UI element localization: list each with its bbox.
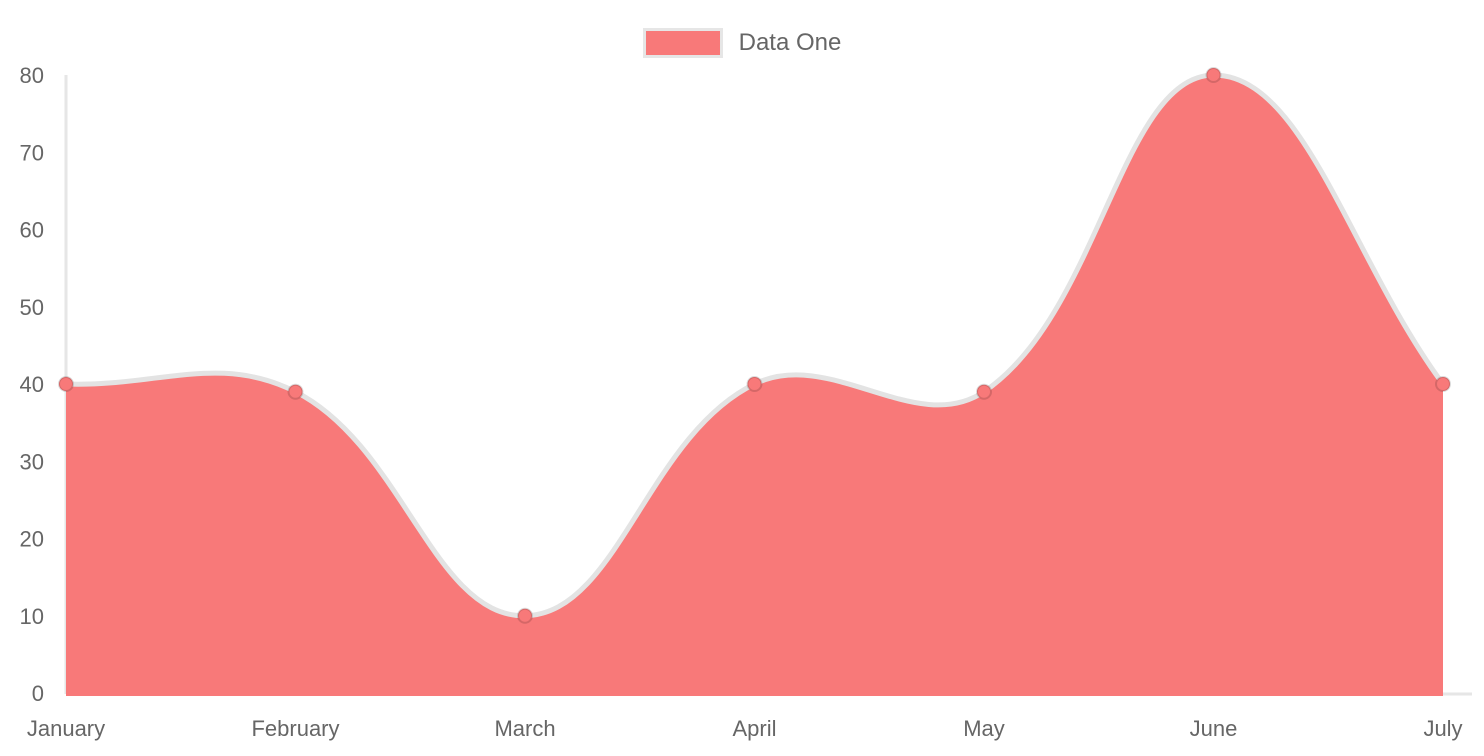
y-tick-label: 10 <box>20 604 44 629</box>
data-point-june[interactable] <box>1205 67 1222 83</box>
x-tick-label: March <box>494 716 555 741</box>
legend: Data One <box>0 28 1484 58</box>
data-point-july[interactable] <box>1435 376 1451 392</box>
legend-label: Data One <box>738 29 842 56</box>
x-tick-label: January <box>27 716 105 741</box>
y-tick-label: 0 <box>32 681 44 706</box>
y-tick-label: 60 <box>20 218 44 243</box>
x-tick-label: July <box>1423 716 1462 741</box>
data-point-march[interactable] <box>517 607 533 624</box>
y-tick-label: 30 <box>20 449 44 474</box>
y-tick-label: 50 <box>20 295 44 320</box>
x-tick-label: April <box>732 716 776 741</box>
y-tick-label: 70 <box>20 140 44 165</box>
y-tick-label: 80 <box>20 63 44 88</box>
data-point-january[interactable] <box>58 376 74 392</box>
legend-item-data-one[interactable]: Data One <box>642 28 842 58</box>
data-point-february[interactable] <box>287 383 304 400</box>
x-tick-label: May <box>963 716 1005 741</box>
y-tick-label: 40 <box>20 372 44 397</box>
data-point-april[interactable] <box>746 376 763 392</box>
data-point-may[interactable] <box>976 383 992 400</box>
y-tick-label: 20 <box>20 527 44 552</box>
x-tick-label: June <box>1190 716 1238 741</box>
legend-swatch <box>642 28 723 58</box>
x-tick-label: February <box>251 716 339 741</box>
